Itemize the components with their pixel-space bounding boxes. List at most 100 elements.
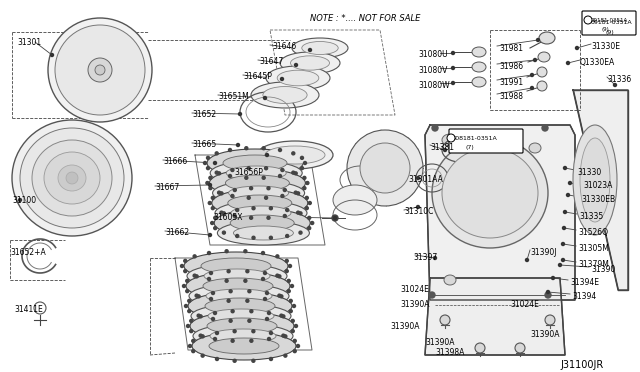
Circle shape <box>310 221 314 224</box>
Text: 31023A: 31023A <box>583 181 612 190</box>
Circle shape <box>276 274 279 277</box>
Ellipse shape <box>205 298 275 314</box>
Circle shape <box>294 191 297 194</box>
Ellipse shape <box>360 143 410 193</box>
Ellipse shape <box>191 304 291 328</box>
Text: 31390A: 31390A <box>390 322 419 331</box>
Ellipse shape <box>207 149 303 177</box>
Text: 31330: 31330 <box>577 168 601 177</box>
Ellipse shape <box>228 195 292 211</box>
Ellipse shape <box>201 258 271 274</box>
Ellipse shape <box>234 226 293 240</box>
Ellipse shape <box>218 221 309 245</box>
Ellipse shape <box>292 38 348 58</box>
Circle shape <box>199 334 202 337</box>
Circle shape <box>293 350 296 353</box>
Ellipse shape <box>291 56 330 70</box>
Circle shape <box>281 195 284 198</box>
Circle shape <box>292 152 295 155</box>
Ellipse shape <box>584 16 592 24</box>
Circle shape <box>308 202 311 205</box>
Circle shape <box>188 299 191 302</box>
Circle shape <box>234 189 236 192</box>
Circle shape <box>180 264 184 267</box>
Circle shape <box>301 167 303 170</box>
Text: 31647: 31647 <box>259 57 284 66</box>
Text: 31335: 31335 <box>579 212 604 221</box>
Text: 31991: 31991 <box>499 78 523 87</box>
Circle shape <box>308 48 312 51</box>
Circle shape <box>264 196 268 199</box>
Ellipse shape <box>231 206 291 220</box>
Circle shape <box>292 305 296 308</box>
Circle shape <box>186 279 189 282</box>
Circle shape <box>568 182 572 185</box>
Text: 31526Q: 31526Q <box>578 228 608 237</box>
Circle shape <box>252 236 255 239</box>
Text: (7): (7) <box>465 145 474 151</box>
Text: 31394E: 31394E <box>570 278 599 287</box>
Ellipse shape <box>12 120 132 236</box>
Circle shape <box>417 176 419 180</box>
Circle shape <box>294 172 297 175</box>
Ellipse shape <box>212 189 308 217</box>
Ellipse shape <box>475 343 485 353</box>
Circle shape <box>264 298 266 301</box>
Circle shape <box>561 259 564 262</box>
Text: 31666: 31666 <box>163 157 188 166</box>
Ellipse shape <box>545 315 555 325</box>
Circle shape <box>211 221 214 224</box>
Circle shape <box>195 294 198 297</box>
Ellipse shape <box>538 52 550 62</box>
Circle shape <box>303 161 307 164</box>
Circle shape <box>236 234 239 237</box>
Circle shape <box>220 192 223 195</box>
Circle shape <box>211 196 214 199</box>
Circle shape <box>278 148 282 151</box>
Circle shape <box>233 330 236 333</box>
Text: (9): (9) <box>601 28 609 32</box>
Circle shape <box>563 227 566 230</box>
Circle shape <box>209 176 212 179</box>
Circle shape <box>433 257 436 260</box>
Circle shape <box>211 206 214 210</box>
Circle shape <box>444 148 447 151</box>
Circle shape <box>417 205 419 208</box>
Text: 31645P: 31645P <box>243 72 272 81</box>
Text: B08181-0351A: B08181-0351A <box>451 135 497 141</box>
Circle shape <box>193 274 196 277</box>
Circle shape <box>201 335 204 338</box>
Ellipse shape <box>539 32 555 44</box>
Ellipse shape <box>529 143 541 153</box>
Circle shape <box>264 96 266 99</box>
Circle shape <box>248 319 251 322</box>
Circle shape <box>184 305 188 308</box>
Circle shape <box>231 339 234 342</box>
Circle shape <box>276 255 279 258</box>
Ellipse shape <box>302 42 338 55</box>
Circle shape <box>211 317 214 321</box>
Circle shape <box>222 212 225 215</box>
Ellipse shape <box>58 165 86 191</box>
Circle shape <box>209 183 211 186</box>
Ellipse shape <box>48 18 152 122</box>
Text: 31652+A: 31652+A <box>10 248 45 257</box>
Text: 31080V: 31080V <box>418 66 447 75</box>
Circle shape <box>234 215 236 218</box>
Circle shape <box>291 330 294 333</box>
Circle shape <box>262 278 264 280</box>
Ellipse shape <box>223 155 287 171</box>
Circle shape <box>216 357 218 360</box>
Circle shape <box>531 87 534 90</box>
Ellipse shape <box>251 82 319 108</box>
Text: NOTE : *.... NOT FOR SALE: NOTE : *.... NOT FOR SALE <box>310 14 420 23</box>
Circle shape <box>186 324 189 327</box>
Text: 31330E: 31330E <box>591 42 620 51</box>
Circle shape <box>285 270 288 273</box>
Circle shape <box>250 339 253 342</box>
Text: 31662: 31662 <box>165 228 189 237</box>
Circle shape <box>214 217 217 219</box>
Ellipse shape <box>206 289 272 303</box>
Ellipse shape <box>230 215 294 231</box>
Text: 31100: 31100 <box>12 196 36 205</box>
